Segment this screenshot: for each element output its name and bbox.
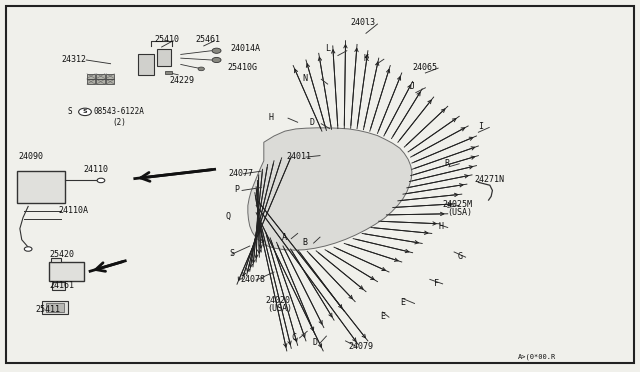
- Text: 24025M: 24025M: [443, 200, 472, 209]
- Circle shape: [212, 57, 221, 62]
- Text: 24312: 24312: [61, 55, 86, 64]
- Text: 24229: 24229: [170, 76, 195, 85]
- Bar: [17, 171, 65, 203]
- Text: C: C: [291, 333, 296, 342]
- Text: 24110: 24110: [84, 165, 109, 174]
- Text: 25461: 25461: [195, 35, 220, 44]
- Text: Q: Q: [225, 212, 230, 221]
- Text: A: A: [282, 233, 287, 243]
- Circle shape: [212, 48, 221, 53]
- Bar: [51, 257, 61, 262]
- Text: 25410G: 25410G: [227, 63, 257, 72]
- Text: (2): (2): [113, 118, 126, 127]
- Bar: [166, 71, 172, 74]
- Bar: [52, 282, 65, 290]
- Text: 240l3: 240l3: [351, 19, 376, 28]
- Text: 24078: 24078: [240, 275, 265, 284]
- Text: 24011: 24011: [287, 152, 312, 161]
- Text: (USA): (USA): [268, 304, 292, 313]
- Text: F: F: [434, 279, 438, 288]
- Text: 24110A: 24110A: [58, 206, 88, 215]
- Text: 24079: 24079: [349, 341, 374, 350]
- Text: S: S: [229, 249, 234, 258]
- Circle shape: [198, 67, 204, 71]
- Text: (USA): (USA): [448, 208, 473, 217]
- Text: G: G: [458, 252, 462, 261]
- Text: 25420: 25420: [49, 250, 74, 259]
- Text: D: D: [312, 338, 317, 347]
- Text: 25411: 25411: [36, 305, 61, 314]
- Bar: [157, 49, 172, 65]
- Text: A>(0*00.R: A>(0*00.R: [518, 354, 556, 360]
- Text: H: H: [269, 113, 274, 122]
- Text: E: E: [381, 312, 386, 321]
- Text: I: I: [478, 122, 483, 131]
- Text: R: R: [445, 158, 449, 167]
- Text: 24065: 24065: [413, 63, 438, 72]
- Text: P: P: [234, 185, 239, 194]
- Text: S: S: [83, 109, 87, 114]
- Text: J: J: [410, 82, 415, 91]
- Text: L: L: [325, 44, 330, 53]
- Bar: [46, 303, 64, 312]
- Text: S: S: [68, 108, 72, 116]
- Circle shape: [97, 178, 105, 183]
- Text: 24020: 24020: [266, 296, 291, 305]
- Text: 24161: 24161: [49, 281, 74, 290]
- Text: 08543-6122A: 08543-6122A: [93, 108, 144, 116]
- Circle shape: [24, 247, 32, 251]
- Bar: [97, 74, 105, 78]
- Bar: [97, 79, 105, 84]
- Bar: [106, 74, 115, 78]
- Bar: [138, 54, 154, 75]
- Text: B: B: [302, 238, 307, 247]
- Polygon shape: [248, 128, 412, 250]
- Bar: [49, 262, 84, 280]
- Text: 25410: 25410: [154, 35, 179, 44]
- Text: 24077: 24077: [228, 169, 253, 177]
- Bar: [106, 79, 115, 84]
- Text: 24014A: 24014A: [230, 44, 260, 53]
- Text: D: D: [309, 119, 314, 128]
- Text: 24271N: 24271N: [474, 175, 504, 184]
- Text: N: N: [302, 74, 307, 83]
- Text: H: H: [438, 222, 443, 231]
- Circle shape: [79, 108, 92, 116]
- Bar: [87, 79, 95, 84]
- Bar: [42, 301, 68, 314]
- Text: K: K: [364, 54, 369, 62]
- Text: E: E: [400, 298, 405, 307]
- Text: 24090: 24090: [19, 152, 44, 161]
- Bar: [87, 74, 95, 78]
